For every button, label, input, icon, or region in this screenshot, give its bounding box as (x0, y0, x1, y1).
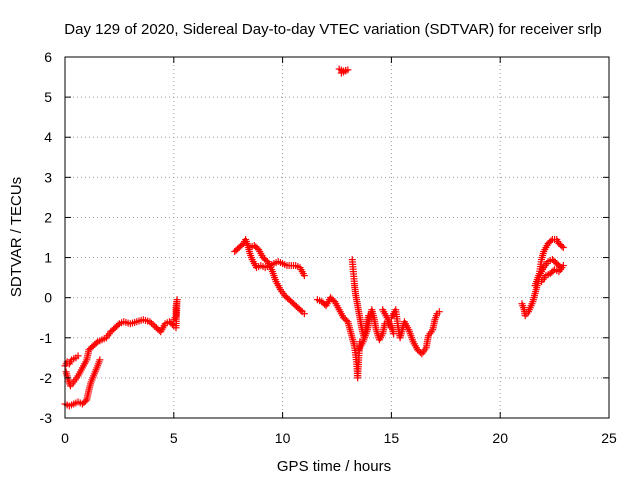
x-axis-label: GPS time / hours (277, 458, 391, 475)
data-point (114, 321, 122, 329)
data-points (61, 65, 567, 410)
data-point (559, 244, 567, 252)
data-point (297, 306, 305, 314)
data-point (149, 321, 157, 329)
x-tick-label: 15 (384, 430, 400, 446)
y-tick-label: -2 (40, 370, 53, 386)
data-point (337, 69, 345, 77)
data-point (96, 356, 104, 364)
data-point (390, 330, 398, 338)
y-tick-labels: -3 -2 -1 0 1 2 3 4 5 6 (40, 49, 53, 426)
data-point (147, 319, 155, 327)
data-point (435, 308, 443, 316)
y-tick-label: 3 (44, 169, 52, 185)
x-tick-label: 25 (601, 430, 617, 446)
x-tick-labels: 0 5 10 15 20 25 (61, 430, 617, 446)
data-point (146, 318, 154, 326)
data-point (558, 242, 566, 250)
data-point (559, 262, 567, 270)
data-point (547, 237, 555, 245)
data-point (74, 352, 82, 360)
y-tick-label: 5 (44, 89, 52, 105)
y-tick-label: 1 (44, 250, 52, 266)
y-tick-label: 4 (44, 129, 52, 145)
data-point (168, 320, 176, 328)
data-point (172, 324, 180, 332)
x-tick-label: 5 (170, 430, 178, 446)
data-point (92, 339, 100, 347)
y-tick-label: -1 (40, 330, 53, 346)
x-tick-label: 20 (492, 430, 508, 446)
plot-frame (64, 56, 610, 419)
x-tick-label: 0 (61, 430, 69, 446)
y-tick-label: -3 (40, 410, 53, 426)
y-tick-label: 0 (44, 290, 52, 306)
y-axis-label: SDTVAR / TECUs (8, 177, 25, 297)
axis-ticks (64, 56, 610, 419)
y-tick-label: 2 (44, 209, 52, 225)
chart-title: Day 129 of 2020, Sidereal Day-to-day VTE… (64, 21, 601, 38)
data-point (300, 272, 308, 280)
data-point (300, 310, 308, 318)
grid-lines (65, 57, 609, 418)
y-tick-label: 6 (44, 49, 52, 65)
x-tick-label: 10 (275, 430, 291, 446)
